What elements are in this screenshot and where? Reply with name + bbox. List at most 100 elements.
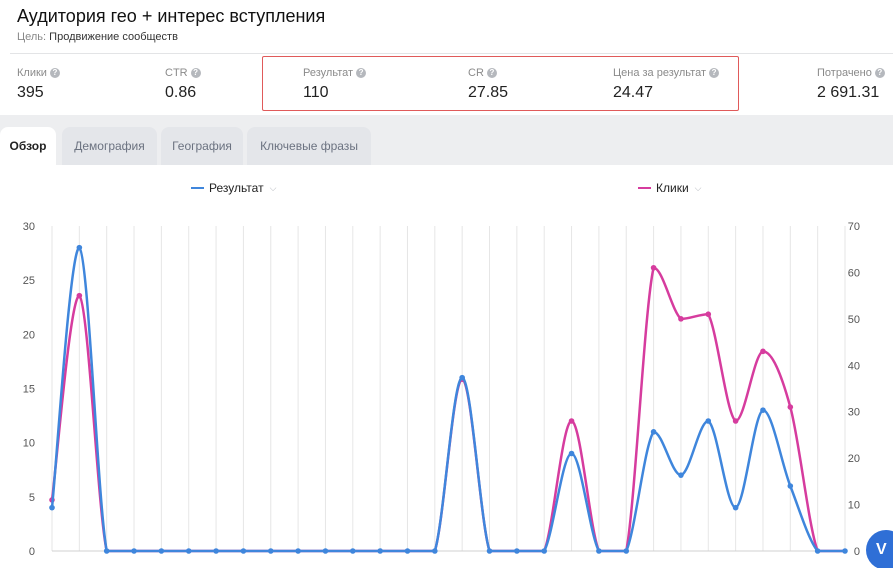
- chevron-down-icon[interactable]: ⌵: [269, 182, 277, 193]
- y-left-tick-label: 30: [23, 221, 35, 233]
- question-circle-icon[interactable]: ?: [709, 68, 720, 78]
- stats-bar: Клики? 395 CTR? 0.86 Результат? 110 CR? …: [0, 54, 893, 115]
- data-point-result: [705, 418, 712, 424]
- tab-overview[interactable]: Обзор: [0, 127, 56, 165]
- y-right-tick-label: 50: [848, 314, 860, 326]
- stat-cr: CR? 27.85: [468, 67, 508, 102]
- data-point-result: [842, 548, 848, 554]
- viber-icon[interactable]: V: [866, 530, 893, 568]
- stat-cost-per-result: Цена за результат? 24.47: [613, 67, 720, 102]
- question-circle-icon[interactable]: ?: [49, 68, 60, 78]
- data-point-result: [240, 548, 247, 554]
- data-point-clicks: [568, 418, 575, 424]
- tab-demography[interactable]: Демография: [62, 127, 157, 165]
- data-point-result: [678, 472, 684, 478]
- goal-value: Продвижение сообществ: [49, 31, 178, 43]
- data-point-result: [732, 504, 739, 511]
- data-point-result: [623, 548, 630, 554]
- tab-geography[interactable]: География: [161, 127, 243, 165]
- stat-ctr: CTR? 0.86: [165, 67, 201, 102]
- goal-label: Цель:: [17, 31, 47, 43]
- data-point-result: [49, 504, 55, 511]
- data-point-result: [295, 548, 301, 554]
- stat-result: Результат? 110: [303, 67, 367, 102]
- legend-swatch: [191, 187, 204, 189]
- stat-label: Клики: [17, 67, 47, 79]
- stat-label: Потрачено: [817, 67, 872, 79]
- data-point-result: [267, 548, 274, 554]
- y-left-tick-label: 0: [29, 546, 35, 558]
- page-title: Аудитория гео + интерес вступления: [17, 6, 326, 26]
- data-point-result: [814, 548, 821, 554]
- question-circle-icon[interactable]: ?: [356, 68, 367, 78]
- data-point-result: [596, 548, 602, 554]
- legend-label: Клики: [656, 181, 689, 195]
- header-divider: [10, 53, 893, 54]
- tab-keywords[interactable]: Ключевые фразы: [247, 127, 371, 165]
- data-point-result: [76, 244, 83, 251]
- data-point-result: [432, 548, 438, 554]
- series-line-result: [50, 246, 845, 553]
- y-left-tick-label: 25: [23, 275, 35, 287]
- data-point-result: [185, 548, 192, 554]
- legend-swatch: [638, 187, 651, 189]
- line-chart: 0 5 10 15 20 25 30 0 10 20 30 40 50 60 70: [23, 221, 860, 558]
- stat-label: CR: [468, 67, 484, 79]
- data-point-result: [349, 548, 356, 554]
- data-point-clicks: [76, 292, 83, 299]
- data-point-result: [377, 548, 383, 554]
- campaign-goal: Цель: Продвижение сообществ: [17, 31, 178, 43]
- highlight-frame: [262, 56, 739, 111]
- data-point-result: [213, 548, 219, 554]
- data-point-result: [322, 548, 329, 554]
- y-left-tick-label: 10: [23, 438, 35, 450]
- data-point-clicks: [760, 348, 766, 355]
- series-line-clicks: [50, 266, 845, 553]
- data-point-clicks: [678, 316, 684, 322]
- data-point-result: [650, 429, 657, 435]
- stat-value: 27.85: [468, 84, 509, 101]
- chevron-down-icon[interactable]: ⌵: [694, 182, 702, 193]
- legend-result[interactable]: Результат ⌵: [191, 181, 276, 195]
- data-point-result: [568, 450, 575, 457]
- data-point-result: [103, 548, 110, 554]
- stat-value: 110: [303, 84, 329, 101]
- data-point-clicks: [650, 264, 657, 271]
- data-point-clicks: [705, 311, 712, 318]
- y-left-tick-label: 20: [23, 329, 35, 341]
- legend-clicks[interactable]: Клики ⌵: [638, 181, 701, 195]
- y-left-tick-label: 15: [23, 384, 35, 396]
- y-right-tick-label: 60: [848, 267, 860, 279]
- data-point-result: [541, 548, 548, 554]
- stat-spent: Потрачено? 2 691.31: [817, 67, 885, 102]
- stat-label: Цена за результат: [613, 67, 707, 79]
- stat-value: 24.47: [613, 84, 654, 101]
- data-point-result: [760, 407, 766, 413]
- data-point-clicks: [787, 404, 794, 410]
- data-point-result: [787, 483, 794, 489]
- y-right-tick-label: 0: [854, 546, 860, 558]
- data-point-result: [514, 548, 520, 554]
- y-right-tick-label: 10: [848, 500, 860, 512]
- question-circle-icon[interactable]: ?: [486, 68, 497, 78]
- stat-clicks: Клики? 395: [17, 67, 60, 102]
- stat-label: Результат: [303, 67, 354, 79]
- data-point-result: [486, 548, 493, 554]
- stat-value: 2 691.31: [817, 84, 880, 101]
- y-right-tick-label: 70: [848, 221, 860, 233]
- data-point-result: [404, 548, 411, 554]
- tab-bar: Обзор Демография География Ключевые фраз…: [0, 115, 893, 165]
- stat-value: 395: [17, 84, 44, 101]
- y-right-tick-label: 20: [848, 453, 860, 465]
- question-circle-icon[interactable]: ?: [874, 68, 885, 78]
- data-point-result: [131, 548, 137, 554]
- y-right-tick-label: 40: [848, 360, 860, 372]
- data-point-result: [459, 374, 465, 381]
- y-right-tick-label: 30: [848, 407, 860, 419]
- legend-label: Результат: [209, 181, 264, 195]
- stat-value: 0.86: [165, 84, 197, 101]
- y-left-tick-label: 5: [29, 492, 35, 504]
- data-point-clicks: [732, 418, 739, 424]
- stat-label: CTR: [165, 67, 188, 79]
- question-circle-icon[interactable]: ?: [190, 68, 201, 78]
